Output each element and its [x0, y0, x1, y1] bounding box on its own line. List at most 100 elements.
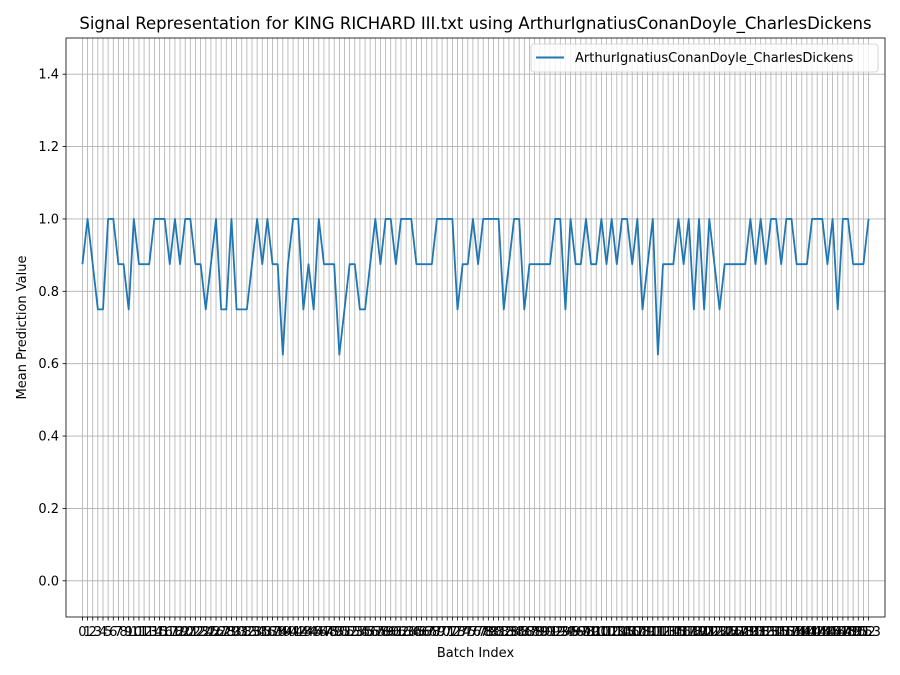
- x-tick-label: 62: [393, 625, 410, 640]
- x-tick-label: 48: [321, 625, 338, 640]
- x-tick-label: 138: [779, 625, 804, 640]
- x-tick-label: 115: [661, 625, 686, 640]
- x-tick-label: 141: [794, 625, 819, 640]
- x-tick-label: 107: [620, 625, 645, 640]
- x-tick-label: 143: [805, 625, 830, 640]
- x-tick-label: 151: [846, 625, 871, 640]
- x-tick-label: 59: [377, 625, 394, 640]
- x-tick-label: 26: [208, 625, 225, 640]
- x-tick-label: 93: [552, 625, 569, 640]
- x-tick-label: 99: [583, 625, 600, 640]
- x-tick-label: 116: [666, 625, 691, 640]
- x-tick-label: 124: [707, 625, 732, 640]
- x-tick-label: 119: [681, 625, 706, 640]
- x-tick-label: 88: [526, 625, 543, 640]
- x-tick-label: 44: [300, 625, 317, 640]
- x-tick-label: 92: [547, 625, 564, 640]
- x-tick-label: 129: [733, 625, 758, 640]
- x-tick-label: 153: [856, 625, 881, 640]
- x-tick-label: 136: [769, 625, 794, 640]
- x-tick-label: 71: [439, 625, 456, 640]
- x-tick-label: 104: [604, 625, 629, 640]
- x-tick-label: 15: [151, 625, 168, 640]
- x-tick-label: 146: [820, 625, 845, 640]
- x-tick-label: 112: [645, 625, 670, 640]
- x-tick-label: 24: [197, 625, 214, 640]
- x-tick-label: 1: [83, 625, 91, 640]
- x-tick-label: 90: [537, 625, 554, 640]
- x-tick-label: 94: [557, 625, 574, 640]
- x-tick-label: 80: [485, 625, 502, 640]
- x-tick-label: 139: [784, 625, 809, 640]
- x-tick-label: 87: [521, 625, 538, 640]
- y-tick-label: 1.4: [38, 68, 59, 83]
- x-tick-label: 20: [177, 625, 194, 640]
- x-tick-label: 50: [331, 625, 348, 640]
- x-tick-label: 47: [316, 625, 333, 640]
- x-tick-label: 118: [676, 625, 701, 640]
- x-tick-label: 140: [789, 625, 814, 640]
- x-tick-label: 81: [490, 625, 507, 640]
- x-tick-label: 2: [89, 625, 97, 640]
- x-tick-label: 10: [126, 625, 143, 640]
- x-tick-label: 134: [759, 625, 784, 640]
- x-tick-label: 98: [578, 625, 595, 640]
- x-tick-label: 38: [269, 625, 286, 640]
- legend-box: [530, 43, 879, 73]
- y-axis-label: Mean Prediction Value: [15, 256, 30, 400]
- x-tick-label: 66: [413, 625, 430, 640]
- x-tick-label: 102: [594, 625, 619, 640]
- x-tick-label: 30: [228, 625, 245, 640]
- x-tick-label: 34: [249, 625, 266, 640]
- x-tick-label: 35: [254, 625, 271, 640]
- x-tick-label: 82: [495, 625, 512, 640]
- x-tick-label: 54: [352, 625, 369, 640]
- x-tick-label: 100: [584, 625, 609, 640]
- x-tick-label: 131: [743, 625, 768, 640]
- x-tick-label: 75: [460, 625, 477, 640]
- x-tick-label: 42: [290, 625, 307, 640]
- x-tick-label: 114: [656, 625, 681, 640]
- x-tick-label: 79: [480, 625, 497, 640]
- x-tick-label: 135: [764, 625, 789, 640]
- x-tick-label: 6: [109, 625, 117, 640]
- x-tick-label: 40: [280, 625, 297, 640]
- x-tick-label: 74: [454, 625, 471, 640]
- chart-title: Signal Representation for KING RICHARD I…: [79, 14, 871, 34]
- x-tick-label: 27: [213, 625, 230, 640]
- x-tick-label: 46: [311, 625, 328, 640]
- x-tick-label: 43: [295, 625, 312, 640]
- x-tick-label: 126: [717, 625, 742, 640]
- x-tick-label: 17: [162, 625, 179, 640]
- y-tick-label: 0.4: [38, 430, 59, 445]
- x-tick-label: 67: [418, 625, 435, 640]
- x-tick-label: 63: [398, 625, 415, 640]
- x-tick-label: 65: [408, 625, 425, 640]
- x-tick-label: 18: [167, 625, 184, 640]
- x-tick-label: 127: [723, 625, 748, 640]
- y-tick-label: 1.2: [38, 140, 59, 155]
- x-tick-label: 101: [589, 625, 614, 640]
- x-tick-label: 84: [506, 625, 523, 640]
- x-tick-label: 152: [851, 625, 876, 640]
- x-tick-label: 7: [114, 625, 122, 640]
- x-tick-label: 132: [748, 625, 773, 640]
- x-tick-label: 142: [800, 625, 825, 640]
- x-tick-label: 4: [99, 625, 107, 640]
- x-tick-label: 3: [94, 625, 102, 640]
- x-tick-label: 23: [192, 625, 209, 640]
- x-tick-label: 72: [444, 625, 461, 640]
- x-tick-label: 68: [424, 625, 441, 640]
- x-tick-label: 55: [357, 625, 374, 640]
- x-tick-label: 73: [449, 625, 466, 640]
- x-tick-label: 16: [156, 625, 173, 640]
- x-tick-label: 56: [362, 625, 379, 640]
- x-tick-label: 36: [259, 625, 276, 640]
- x-tick-label: 60: [382, 625, 399, 640]
- x-tick-label: 111: [640, 625, 665, 640]
- y-tick-label: 0.6: [38, 357, 59, 372]
- x-tick-label: 69: [429, 625, 446, 640]
- x-tick-label: 61: [388, 625, 405, 640]
- x-tick-label: 51: [336, 625, 353, 640]
